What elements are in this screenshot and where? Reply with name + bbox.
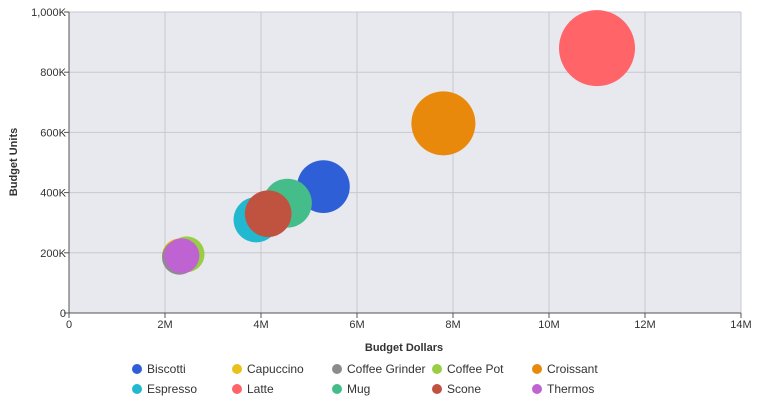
legend-marker <box>332 364 342 374</box>
legend-marker <box>232 364 242 374</box>
legend-item-espresso: Espresso <box>132 382 197 396</box>
legend-marker <box>532 364 542 374</box>
bubble-latte <box>559 10 635 87</box>
legend-marker <box>432 364 442 374</box>
x-tick-label: 2M <box>157 319 172 331</box>
legend-marker <box>332 384 342 394</box>
x-tick-label: 14M <box>730 319 751 331</box>
x-axis-title: Budget Dollars <box>365 342 443 354</box>
legend-label: Biscotti <box>147 362 186 376</box>
y-tick-label: 600K <box>40 127 66 139</box>
legend-item-capuccino: Capuccino <box>232 362 304 376</box>
x-tick-label: 6M <box>349 319 364 331</box>
bubble-croissant <box>411 91 476 156</box>
legend-item-mug: Mug <box>332 382 370 396</box>
x-tick-label: 0 <box>66 319 72 331</box>
legend-item-coffee-pot: Coffee Pot <box>432 362 504 376</box>
legend-item-latte: Latte <box>232 382 274 396</box>
x-tick-label: 10M <box>538 319 559 331</box>
legend-label: Thermos <box>547 382 594 396</box>
legend-item-croissant: Croissant <box>532 362 598 376</box>
legend-item-coffee-grinder: Coffee Grinder <box>332 362 426 376</box>
y-axis-title: Budget Units <box>8 128 20 196</box>
legend-label: Mug <box>347 382 370 396</box>
y-tick-label: 400K <box>40 188 66 200</box>
legend-marker <box>532 384 542 394</box>
legend-marker <box>432 384 442 394</box>
legend-label: Capuccino <box>247 362 304 376</box>
legend-marker <box>132 384 142 394</box>
y-tick-label: 0 <box>60 308 66 320</box>
legend-label: Coffee Pot <box>447 362 504 376</box>
legend-label: Croissant <box>547 362 598 376</box>
legend-item-thermos: Thermos <box>532 382 594 396</box>
legend-item-scone: Scone <box>432 382 481 396</box>
legend-label: Scone <box>447 382 481 396</box>
x-tick-label: 12M <box>634 319 655 331</box>
legend: Biscotti Capuccino Coffee Grinder Coffee Po… <box>132 362 598 396</box>
bubble-scone <box>244 190 292 238</box>
y-tick-label: 200K <box>40 248 66 260</box>
legend-marker <box>132 364 142 374</box>
legend-item-biscotti: Biscotti <box>132 362 186 376</box>
legend-label: Espresso <box>147 382 197 396</box>
bubble-thermos <box>164 238 200 274</box>
y-tick-label: 1,000K <box>31 7 67 19</box>
axes: 0 2M 4M 6M 8M 10M 12M 14M 0 200K 400K 600K 800K 1,000… <box>31 7 752 331</box>
y-tick-label: 800K <box>40 67 66 79</box>
x-tick-label: 8M <box>445 319 460 331</box>
legend-label: Latte <box>247 382 274 396</box>
legend-marker <box>232 384 242 394</box>
x-tick-label: 4M <box>253 319 268 331</box>
bubble-series-layer <box>162 10 635 275</box>
legend-label: Coffee Grinder <box>347 362 426 376</box>
